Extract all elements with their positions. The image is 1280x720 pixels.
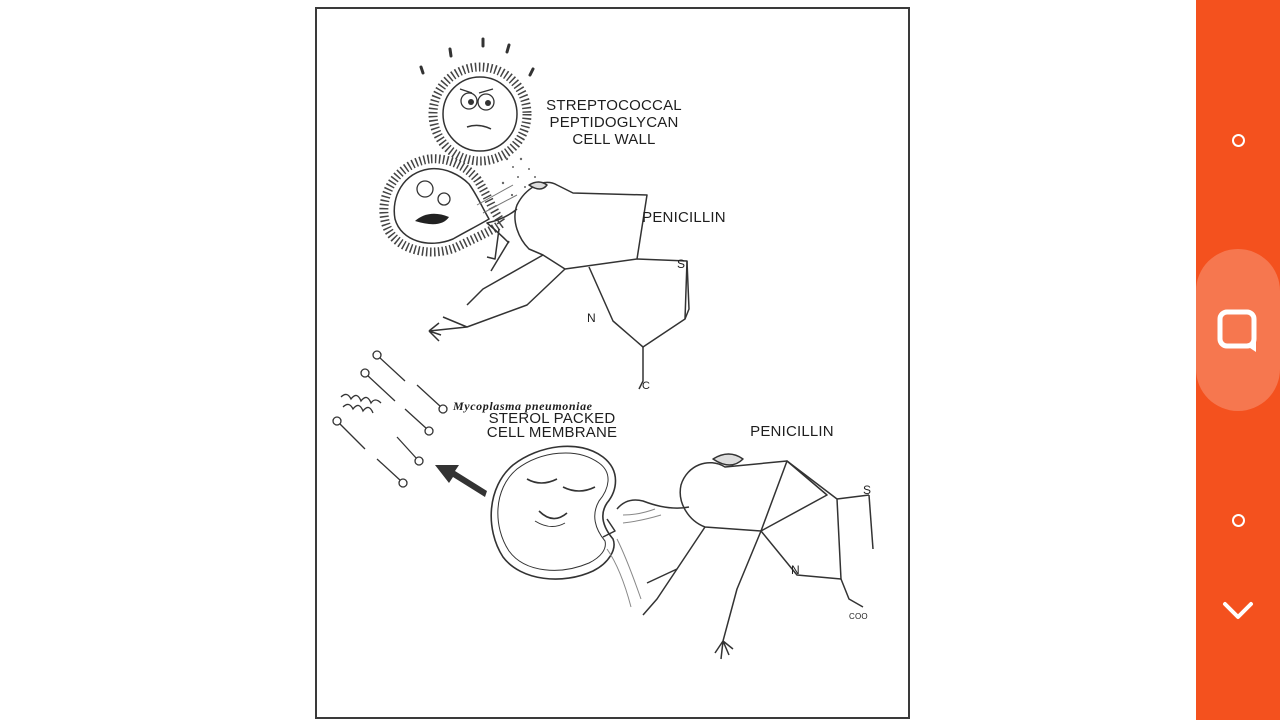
chat-button[interactable] — [1196, 249, 1280, 411]
label-mycoplasma: Mycoplasma pneumoniae — [453, 399, 593, 413]
circle-icon — [1231, 133, 1245, 147]
mycoplasma-cell — [490, 445, 617, 580]
top-circle-button[interactable] — [1196, 110, 1280, 170]
atom-label-n-bottom: N — [791, 563, 800, 577]
lipid-molecules — [332, 350, 448, 488]
label-streptococcal: STREPTOCOCCAL PEPTIDOGLYCAN CELL WALL — [546, 97, 682, 148]
atom-label-coo-bottom: COO — [849, 612, 868, 621]
atom-label-s-top: S — [677, 257, 686, 271]
chat-icon — [1217, 309, 1257, 352]
bottom-circle-button[interactable] — [1196, 490, 1280, 550]
penicillin-bottom — [602, 453, 874, 660]
streptococcus-eaten — [379, 154, 509, 257]
collapse-button[interactable] — [1196, 580, 1280, 640]
atom-label-n-top: N — [587, 311, 596, 325]
atom-label-s-bottom: S — [863, 483, 872, 497]
arrow-icon — [435, 465, 487, 497]
label-penicillin-bottom: PENICILLIN — [750, 423, 834, 440]
penicillin-top — [428, 181, 690, 390]
image-viewer: STREPTOCOCCAL PEPTIDOGLYCAN CELL WALL PE… — [315, 7, 910, 719]
figure-frame: STREPTOCOCCAL PEPTIDOGLYCAN CELL WALL PE… — [315, 7, 910, 719]
label-penicillin-top: PENICILLIN — [642, 209, 726, 226]
streptococcus-top — [428, 62, 532, 166]
cartoon-illustration — [332, 37, 874, 660]
atom-label-c-top: C — [642, 380, 651, 392]
chevron-down-icon — [1223, 602, 1253, 619]
alarm-marks — [419, 37, 535, 77]
label-sterol-membrane: STEROL PACKED CELL MEMBRANE — [486, 410, 618, 441]
debris — [501, 157, 536, 197]
side-toolbar — [1196, 0, 1280, 720]
circle-icon — [1231, 513, 1245, 527]
